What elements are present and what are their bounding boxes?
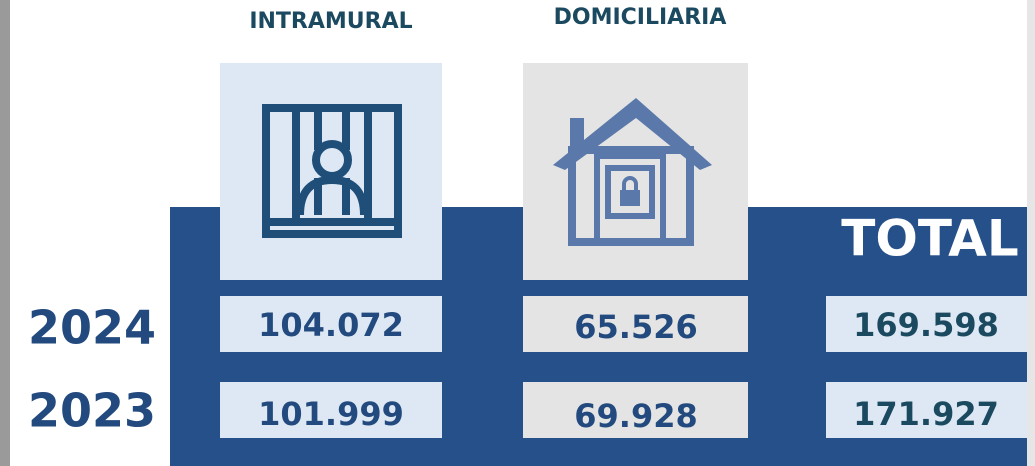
right-strip <box>1027 0 1035 466</box>
cell-value: 65.526 <box>574 308 697 346</box>
cell-box <box>826 382 1027 438</box>
cell-value: 169.598 <box>853 306 999 344</box>
row-year: 2024 <box>28 301 156 355</box>
cell-box <box>523 296 748 352</box>
column-header: INTRAMURAL <box>249 9 412 34</box>
intramural-icon-box <box>220 63 442 280</box>
cell-box <box>826 296 1027 352</box>
cell-box <box>523 382 748 438</box>
domiciliaria-icon-box <box>523 63 748 280</box>
cell-box <box>220 382 442 438</box>
cell-value: 101.999 <box>258 395 404 433</box>
jail-icon <box>262 104 402 238</box>
row-year: 2023 <box>28 384 156 438</box>
house-icon <box>553 98 712 246</box>
cell-value: 104.072 <box>258 306 404 344</box>
photo-edge <box>0 0 10 466</box>
cell-value: 69.928 <box>574 397 697 435</box>
cell-box <box>220 296 442 352</box>
column-header: DOMICILIARIA <box>554 5 727 30</box>
column-header: TOTAL <box>841 210 1018 268</box>
cell-value: 171.927 <box>853 395 999 433</box>
